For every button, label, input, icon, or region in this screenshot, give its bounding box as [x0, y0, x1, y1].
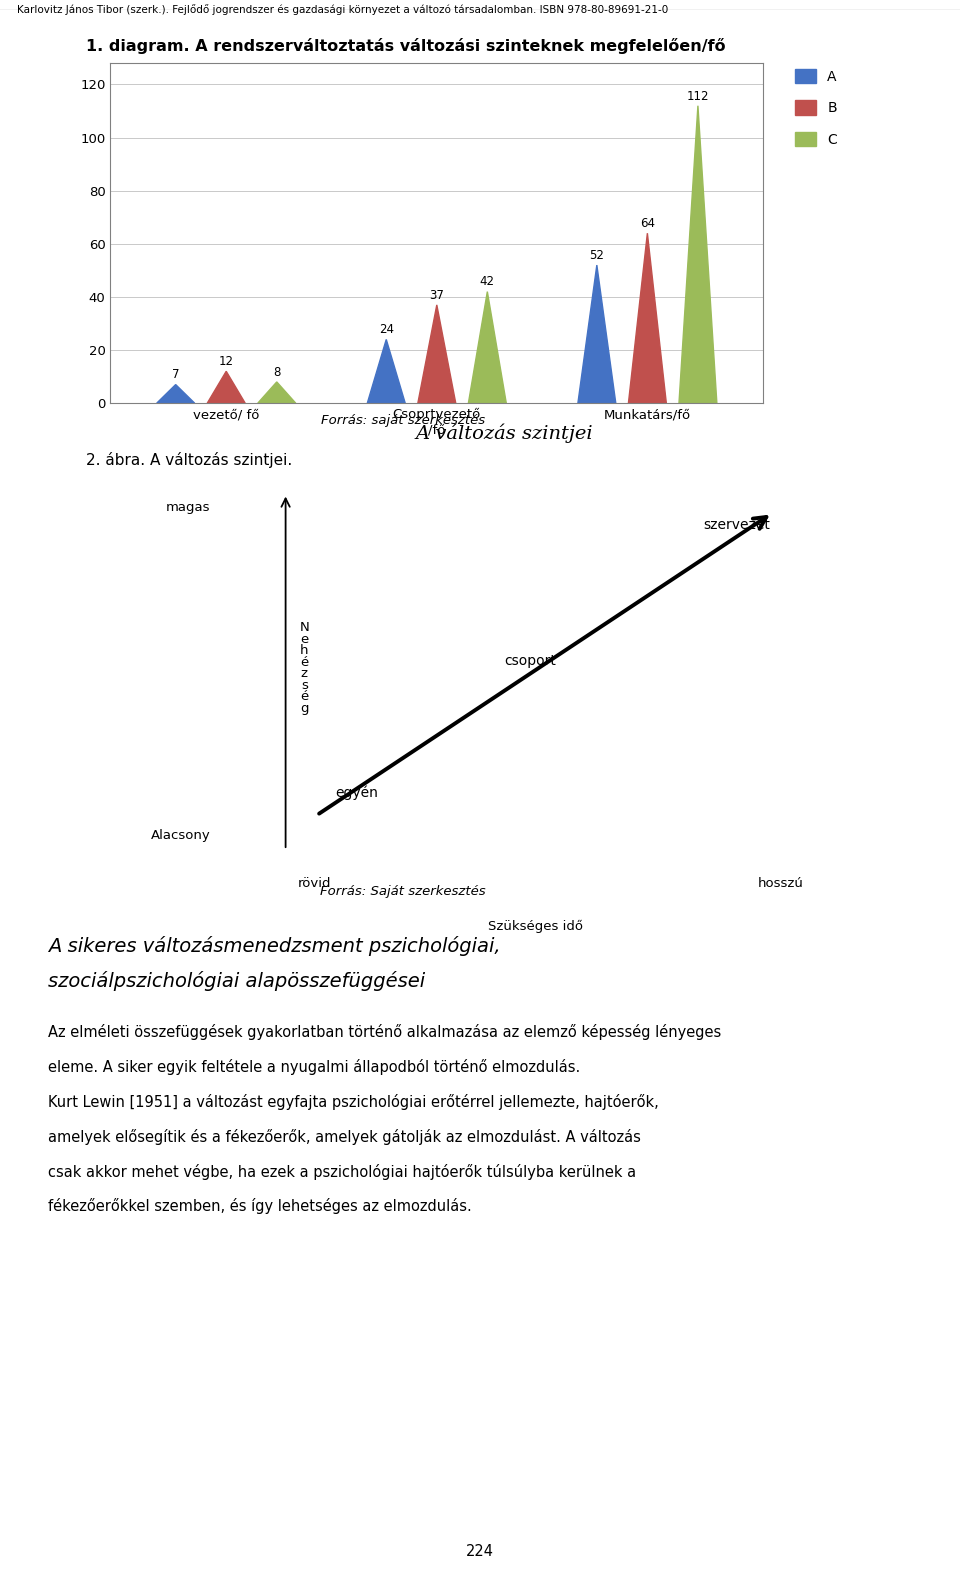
Text: rövid: rövid	[299, 877, 331, 890]
Text: A sikeres változásmenedzsment pszichológiai,: A sikeres változásmenedzsment pszichológ…	[48, 936, 500, 957]
Text: Forrás: Saját szerkesztés: Forrás: Saját szerkesztés	[321, 885, 486, 898]
Text: N
e
h
é
z
s
é
g: N e h é z s é g	[300, 621, 309, 715]
Text: 1. diagram. A rendszerváltoztatás változási szinteknek megfelelően/fő: 1. diagram. A rendszerváltoztatás változ…	[86, 38, 726, 54]
Polygon shape	[368, 340, 405, 403]
Text: fékezőerőkkel szemben, és így lehetséges az elmozdulás.: fékezőerőkkel szemben, és így lehetséges…	[48, 1198, 471, 1214]
Text: 112: 112	[686, 90, 709, 103]
Text: 7: 7	[172, 368, 180, 381]
Legend: A, B, C: A, B, C	[790, 63, 843, 152]
Text: szociálpszichológiai alapösszefüggései: szociálpszichológiai alapösszefüggései	[48, 971, 425, 991]
Text: Az elméleti összefüggések gyakorlatban történő alkalmazása az elemző képesség lé: Az elméleti összefüggések gyakorlatban t…	[48, 1024, 721, 1040]
Polygon shape	[418, 305, 456, 403]
Text: Szükséges idő: Szükséges idő	[488, 920, 583, 933]
Text: eleme. A siker egyik feltétele a nyugalmi állapodból történő elmozdulás.: eleme. A siker egyik feltétele a nyugalm…	[48, 1059, 580, 1075]
Text: 37: 37	[429, 289, 444, 302]
Text: Alacsony: Alacsony	[151, 830, 211, 843]
Text: csoport: csoport	[504, 655, 556, 667]
Text: Karlovitz János Tibor (szerk.). Fejlődő jogrendszer és gazdasági környezet a vál: Karlovitz János Tibor (szerk.). Fejlődő …	[17, 3, 668, 14]
Text: 8: 8	[273, 365, 280, 379]
Text: csak akkor mehet végbe, ha ezek a pszichológiai hajtóerők túlsúlyba kerülnek a: csak akkor mehet végbe, ha ezek a pszich…	[48, 1164, 636, 1179]
Polygon shape	[578, 266, 615, 403]
Text: Kurt Lewin [1951] a változást egyfajta pszichológiai erőtérrel jellemezte, hajtó: Kurt Lewin [1951] a változást egyfajta p…	[48, 1094, 659, 1110]
Text: 224: 224	[466, 1545, 494, 1559]
Text: egyén: egyén	[336, 786, 378, 800]
Text: A változás szintjei: A változás szintjei	[415, 424, 593, 443]
Polygon shape	[468, 291, 506, 403]
Polygon shape	[156, 384, 195, 403]
Text: 64: 64	[640, 217, 655, 229]
Polygon shape	[258, 383, 296, 403]
Text: 42: 42	[480, 275, 494, 288]
Polygon shape	[629, 232, 666, 403]
Polygon shape	[207, 372, 245, 403]
Text: 24: 24	[379, 323, 394, 337]
Text: 52: 52	[589, 248, 604, 262]
Text: 12: 12	[219, 356, 233, 368]
Text: Forrás: saját szerkesztés: Forrás: saját szerkesztés	[322, 414, 485, 427]
Text: 2. ábra. A változás szintjei.: 2. ábra. A változás szintjei.	[86, 452, 293, 468]
Polygon shape	[679, 106, 717, 403]
Text: magas: magas	[166, 501, 211, 514]
Text: szervezet: szervezet	[704, 519, 771, 533]
Text: hosszú: hosszú	[757, 877, 804, 890]
Text: amelyek elősegítik és a fékezőerők, amelyek gátolják az elmozdulást. A változás: amelyek elősegítik és a fékezőerők, amel…	[48, 1129, 641, 1145]
